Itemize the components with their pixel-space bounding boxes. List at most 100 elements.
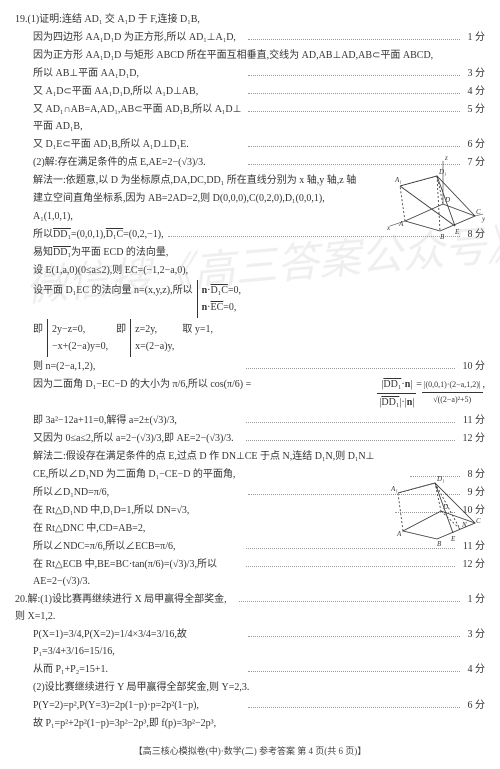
proof-line: P(Y=2)=p²,P(Y=3)=2p(1−p)·p=2p²(1−p), 6 分 <box>15 697 485 714</box>
score: 1 分 <box>464 591 486 608</box>
brace: n·D₁C=0,n·EC=0, <box>197 280 245 318</box>
vector: D₁C <box>106 226 123 243</box>
proof-line: 即 3a²−12a+11=0,解得 a=2±(√3)/3,11 分 <box>15 412 485 429</box>
proof-line: P(X=1)=3/4,P(X=2)=1/4×3/4=3/16,故 P₁=3/4+… <box>15 626 485 660</box>
text: 在 Rt△D₁ND 中,D₁D=1,所以 DN=√3, <box>33 502 391 519</box>
page-footer: 【高三核心模拟卷(中)·数学(二) 参考答案 第 4 页(共 6 页)】 <box>15 744 485 759</box>
proof-line: 19.(1)证明:连结 AD₁ 交 A₁D 于 F,连接 D₁B, <box>15 11 485 28</box>
text: (2)设比赛继续进行 Y 局甲赢得全部奖金,则 Y=2,3. <box>33 679 485 696</box>
score: 10 分 <box>459 358 486 375</box>
proof-line: 易知DD₁ 为平面 ECD 的法向量, <box>15 244 485 261</box>
text: 即 <box>116 321 126 338</box>
score: 4 分 <box>464 661 486 678</box>
text: 又 D₁E⊂平面 AD₁B,所以 A₁D⊥D₁E. <box>33 136 244 153</box>
label-a1: A₁ <box>390 485 398 493</box>
dots <box>248 629 459 637</box>
text: 从而 P₁+P₂=15+1. <box>33 661 244 678</box>
geometry-diagram-2: A₁ D₁ C B A D E N <box>385 461 485 546</box>
text: 取 y=1, <box>182 321 213 338</box>
score: 6 分 <box>464 697 486 714</box>
label-c: C <box>476 208 481 216</box>
question-20: 20.解:(1)设比赛再继续进行 X 局甲赢得全部奖金,则 X=1,2.1 分 … <box>15 591 485 732</box>
text: 所以∠D₁ND=π/6, <box>33 484 244 501</box>
text: 因为四边形 AA₁D₁D 为正方形,所以 AD₁⊥A₁D, <box>33 29 244 46</box>
text: =(0,0,1), <box>71 226 106 243</box>
text: 易知 <box>33 244 53 261</box>
text: 因为二面角 D₁−EC−D 的大小为 π/6,所以 cos(π/6) = <box>33 376 377 393</box>
dots <box>248 32 459 40</box>
label-d: D <box>444 196 450 204</box>
dots <box>248 68 459 76</box>
text: 所以 AB⊥平面 AA₁D₁D, <box>33 65 244 82</box>
text: 即 3a²−12a+11=0,解得 a=2±(√3)/3, <box>33 412 242 429</box>
dots <box>248 86 459 94</box>
proof-line: 则 n=(2−a,1,2), 10 分 <box>15 358 485 375</box>
text: 因为正方形 AA₁D₁D 与矩形 ABCD 所在平面互相垂直,交线为 AD,AB… <box>33 47 485 64</box>
text: 则 n=(2−a,1,2), <box>33 358 242 375</box>
dots <box>248 664 459 672</box>
proof-line: 又 A₁D⊂平面 AA₁D₁D,所以 A₁D⊥AB, 4 分 <box>15 83 485 100</box>
dots <box>239 594 459 602</box>
text: 即 <box>33 321 43 338</box>
label-n: N <box>461 521 467 529</box>
text: 故 P₁=p²+2p²(1−p)=3p²−2p³,即 f(p)=3p²−2p³, <box>33 715 485 732</box>
text: 设平面 D₁EC 的法向量 n=(x,y,z),所以 <box>33 282 193 299</box>
score: 12 分 <box>459 430 486 447</box>
proof-line: 20.解:(1)设比赛再继续进行 X 局甲赢得全部奖金,则 X=1,2. 1 分 <box>15 591 485 625</box>
label-d: D <box>442 503 448 511</box>
score: 5 分 <box>464 101 486 118</box>
label-y: y <box>481 215 485 223</box>
brace: 2y−z=0,−x+(2−a)y=0, <box>47 319 112 357</box>
fraction: |(0,0,1)·(2−a,1,2)|√((2−a)²+5) <box>422 378 483 406</box>
proof-line: 设平面 D₁EC 的法向量 n=(x,y,z),所以 n·D₁C=0,n·EC=… <box>15 280 485 318</box>
label-e: E <box>450 535 456 543</box>
text: P(Y=2)=p²,P(Y=3)=2p(1−p)·p=2p²(1−p), <box>33 697 244 714</box>
proof-line: 因为二面角 D₁−EC−D 的大小为 π/6,所以 cos(π/6) = |DD… <box>15 376 485 411</box>
vector: DD₁ <box>53 244 71 261</box>
dots <box>246 415 455 423</box>
text: 设 E(1,a,0)(0≤a≤2),则 EC=(−1,2−a,0), <box>33 262 485 279</box>
text: (2)解:存在满足条件的点 E,AE=2−(√3)/3. <box>33 154 244 171</box>
geometry-diagram-1: A₁ D₁ C B A D E x y z <box>385 146 485 241</box>
text: CE,所以∠D₁ND 为二面角 D₁−CE−D 的平面角, <box>33 466 406 483</box>
text: 又 AD₁∩AB=A,AD₁,AB⊂平面 AD₁B,所以 A₁D⊥平面 AD₁B… <box>33 101 244 135</box>
score: 3 分 <box>464 626 486 643</box>
text: 为平面 ECD 的法向量, <box>71 244 485 261</box>
label-d1: D₁ <box>438 168 447 176</box>
label-c: C <box>476 517 481 525</box>
text: 所以 <box>33 226 53 243</box>
vector: DD₁ <box>53 226 71 243</box>
text: 又 A₁D⊂平面 AA₁D₁D,所以 A₁D⊥AB, <box>33 83 244 100</box>
proof-line: 因为四边形 AA₁D₁D 为正方形,所以 AD₁⊥A₁D, 1 分 <box>15 29 485 46</box>
label-a: A <box>396 530 402 538</box>
proof-line: 所以 AB⊥平面 AA₁D₁D, 3 分 <box>15 65 485 82</box>
text: 19.(1)证明:连结 AD₁ 交 A₁D 于 F,连接 D₁B, <box>15 11 485 28</box>
text: 所以∠NDC=π/6,所以∠ECB=π/6, <box>33 538 242 555</box>
proof-line: 又因为 0≤a≤2,所以 a=2−(√3)/3,即 AE=2−(√3)/3.12… <box>15 430 485 447</box>
label-b: B <box>440 233 445 241</box>
fraction: |DD₁·n||DD₁|·|n| <box>377 376 416 411</box>
label-a: A <box>398 220 404 228</box>
label-e: E <box>454 228 460 236</box>
score: 12 分 <box>459 556 486 573</box>
text: 20.解:(1)设比赛再继续进行 X 局甲赢得全部奖金,则 X=1,2. <box>15 591 235 625</box>
proof-line: 又 AD₁∩AB=A,AD₁,AB⊂平面 AD₁B,所以 A₁D⊥平面 AD₁B… <box>15 101 485 135</box>
text: =(0,2,−1), <box>123 226 163 243</box>
score: 3 分 <box>464 65 486 82</box>
text: 在 Rt△ECB 中,BE=BC·tan(π/6)=(√3)/3,所以 AE=2… <box>33 556 242 590</box>
text: P(X=1)=3/4,P(X=2)=1/4×3/4=3/16,故 P₁=3/4+… <box>33 626 244 660</box>
label-a1: A₁ <box>394 176 402 184</box>
score: 1 分 <box>464 29 486 46</box>
score: 4 分 <box>464 83 486 100</box>
label-b: B <box>437 540 442 546</box>
proof-line: 即 2y−z=0,−x+(2−a)y=0, 即 z=2y,x=(2−a)y, 取… <box>15 319 485 357</box>
dots <box>248 104 459 112</box>
proof-line: (2)设比赛继续进行 Y 局甲赢得全部奖金,则 Y=2,3. <box>15 679 485 696</box>
proof-line: 因为正方形 AA₁D₁D 与矩形 ABCD 所在平面互相垂直,交线为 AD,AB… <box>15 47 485 64</box>
label-x: x <box>386 224 391 232</box>
question-19: 微信搜《高三答案公众号》 19.(1)证明:连结 AD₁ 交 A₁D 于 F,连… <box>15 11 485 590</box>
dots <box>246 433 455 441</box>
dots <box>246 559 455 567</box>
dots <box>248 700 459 708</box>
proof-line: 故 P₁=p²+2p²(1−p)=3p²−2p³,即 f(p)=3p²−2p³, <box>15 715 485 732</box>
